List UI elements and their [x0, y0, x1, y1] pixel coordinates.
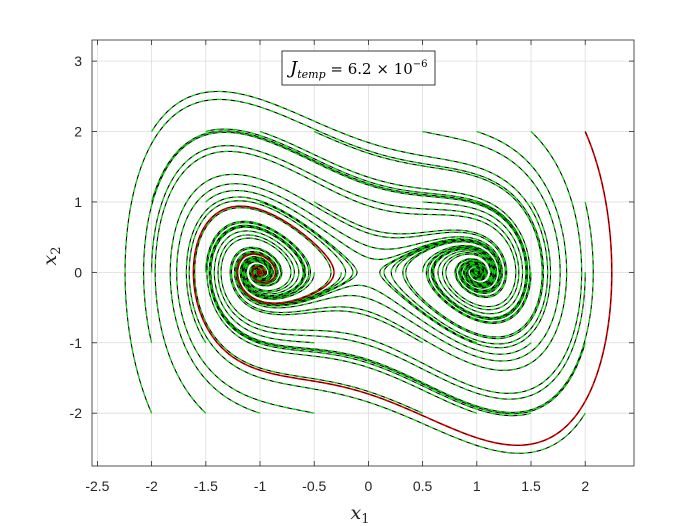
y-axis-label-base: x — [39, 255, 61, 266]
x-tick-label: -2.5 — [85, 478, 109, 494]
trajectory-highlight-overlay — [193, 131, 613, 446]
x-axis-label-sub: 1 — [361, 512, 369, 526]
x-tick-label: 0 — [365, 478, 373, 494]
svg-text:Jtemp = 6.2 × 10−6: Jtemp = 6.2 × 10−6 — [286, 58, 428, 81]
x-tick-label: 2 — [581, 478, 589, 494]
x-tick-label: -0.5 — [302, 478, 326, 494]
annotation-equals: = 6.2 × 10 — [326, 60, 413, 78]
trajectory-model — [394, 239, 501, 292]
trajectory-model — [217, 234, 586, 400]
annotation-symbol: J — [286, 58, 299, 79]
x-axis-label-base: x — [351, 502, 362, 524]
y-tick-label: 3 — [74, 53, 82, 69]
trajectories — [124, 90, 613, 454]
x-tick-label: -1 — [254, 478, 267, 494]
y-tick-label: -2 — [70, 405, 83, 421]
y-tick-label: -1 — [70, 335, 83, 351]
y-axis-label-sub: 2 — [49, 247, 64, 255]
annotation-subscript: temp — [297, 68, 325, 81]
trajectory-model — [425, 246, 532, 324]
y-tick-label: 0 — [74, 264, 82, 280]
plot-area — [92, 40, 634, 466]
x-axis-label: x1 — [351, 502, 370, 526]
x-tick-label: 1.5 — [521, 478, 541, 494]
x-tick-label: -1.5 — [194, 478, 218, 494]
annotation-box: Jtemp = 6.2 × 10−6 — [281, 50, 436, 86]
y-tick-label: 2 — [74, 124, 82, 140]
y-axis-label: x2 — [39, 247, 64, 266]
x-tick-label: 0.5 — [413, 478, 433, 494]
x-tick-label: -2 — [145, 478, 158, 494]
plot-box — [91, 39, 635, 467]
x-tick-label: 1 — [473, 478, 481, 494]
y-tick-label: 1 — [74, 194, 82, 210]
axis-ticks: -2.5 -2 -1.5 -1 -0.5 0 0.5 1 1.5 2 -2 -1 0 1 2 3 — [70, 40, 634, 494]
annotation-exponent: −6 — [413, 59, 428, 70]
